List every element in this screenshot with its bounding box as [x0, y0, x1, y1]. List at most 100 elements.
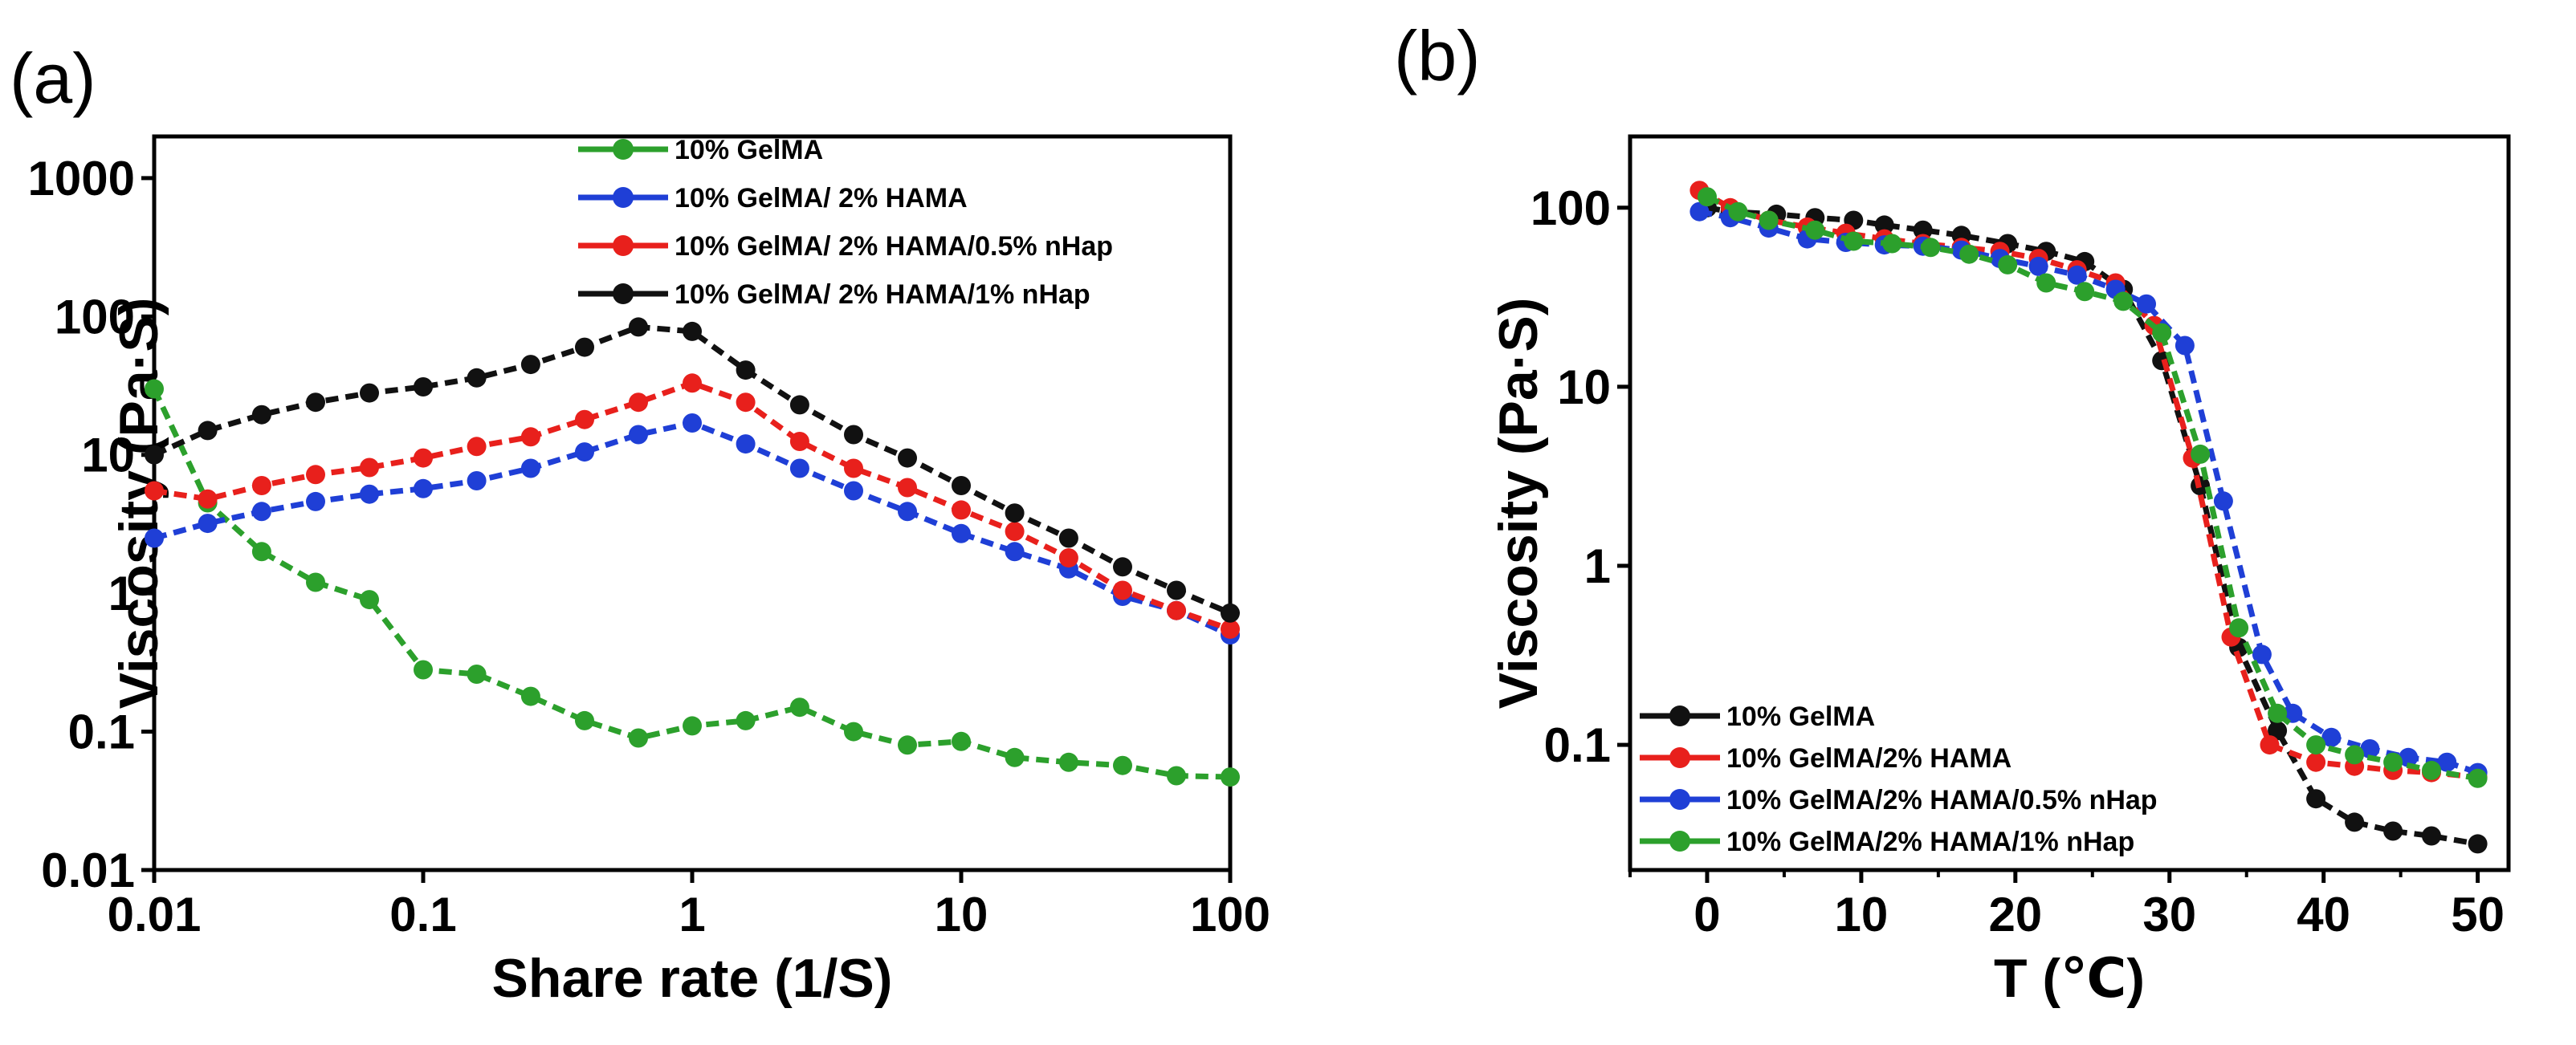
data-point [2036, 273, 2056, 293]
x-tick-label: 0 [1694, 888, 1720, 941]
data-point [1759, 210, 1779, 230]
data-point [2175, 335, 2195, 356]
y-tick-label: 10 [1557, 360, 1611, 414]
data-point [1167, 600, 1186, 620]
legend-marker [1669, 705, 1690, 726]
x-tick-label: 10 [1835, 888, 1889, 941]
data-point [789, 432, 809, 451]
data-point [2213, 491, 2233, 511]
data-point [1113, 580, 1132, 600]
data-point [1058, 528, 1078, 548]
data-point [629, 728, 648, 748]
panel-a-chart: 0.01 0.1 1 10 100 0.01 0.1 1 10 100 1000 Share rate… [28, 134, 1270, 1009]
data-point [736, 434, 756, 454]
data-point [952, 500, 971, 520]
legend-label: 10% GelMA/ 2% HAMA [675, 183, 968, 213]
legend-label: 10% GelMA [1726, 701, 1875, 732]
data-point [1058, 548, 1078, 568]
y-tick-label: 1000 [28, 152, 135, 205]
data-point [898, 502, 917, 522]
data-point [844, 481, 863, 501]
data-point [1728, 201, 1748, 222]
data-point [2399, 747, 2419, 767]
data-point [306, 572, 325, 592]
data-point [251, 542, 271, 562]
data-point [898, 448, 917, 468]
data-point [414, 448, 433, 468]
legend-label: 10% GelMA/2% HAMA/1% nHap [1726, 827, 2134, 857]
data-point [789, 458, 809, 478]
data-point [2268, 721, 2288, 741]
data-point [789, 697, 809, 718]
data-point [2260, 735, 2280, 755]
data-point [414, 660, 433, 680]
y-tick-label: 100 [1531, 181, 1611, 235]
data-point [1005, 522, 1025, 542]
data-point [2283, 703, 2303, 723]
y-tick-label: 0.01 [41, 844, 135, 897]
data-point [575, 442, 594, 462]
legend-marker [613, 283, 634, 304]
data-point [1058, 752, 1078, 772]
data-point [683, 413, 702, 433]
data-point [2468, 834, 2488, 854]
data-point [952, 476, 971, 495]
legend-marker [1669, 747, 1690, 768]
data-point [467, 471, 487, 490]
data-point [2252, 644, 2272, 665]
data-point [844, 425, 863, 445]
data-point [1921, 238, 1941, 258]
data-point [1874, 215, 1894, 235]
legend-label: 10% GelMA/2% HAMA [1726, 743, 2011, 774]
y-axis-title: Viscosity (Pa·S) [108, 298, 169, 710]
data-point [467, 368, 487, 388]
data-point [306, 392, 325, 413]
data-point [2437, 752, 2457, 772]
data-point [575, 337, 594, 357]
data-point [198, 421, 218, 441]
legend-label: 10% GelMA/ 2% HAMA/0.5% nHap [675, 231, 1113, 262]
data-point [2152, 323, 2172, 343]
data-point [683, 321, 702, 341]
data-point [2321, 727, 2342, 747]
series-line [153, 323, 1232, 616]
data-point [844, 722, 863, 742]
data-point [251, 502, 271, 522]
x-tick-label: 0.01 [108, 888, 202, 941]
y-tick-label: 100 [55, 290, 135, 344]
data-point [2383, 821, 2403, 841]
data-point [1913, 220, 1933, 240]
data-point [1844, 231, 1864, 251]
data-point [1689, 201, 1710, 222]
data-point [1167, 766, 1186, 786]
x-tick-label: 40 [2297, 888, 2350, 941]
data-point [683, 373, 702, 393]
data-point [520, 686, 540, 706]
x-tick-label: 30 [2142, 888, 2196, 941]
data-point [1005, 747, 1025, 767]
data-point [467, 437, 487, 457]
data-point [2191, 444, 2211, 464]
y-axis-title: Viscosity (Pa·S) [1488, 298, 1549, 710]
data-point [2306, 735, 2326, 755]
legend-marker [613, 235, 634, 256]
data-point [789, 395, 809, 415]
data-point [2137, 294, 2156, 314]
data-point [629, 392, 648, 413]
data-point [736, 392, 756, 413]
data-point [2422, 826, 2441, 846]
data-point [629, 425, 648, 445]
data-point [1221, 603, 1240, 623]
data-point [306, 465, 325, 485]
data-point [360, 590, 379, 610]
legend-marker [1669, 789, 1690, 810]
data-point [1005, 542, 1025, 562]
y-tick-label: 1 [1584, 539, 1611, 593]
data-point [1998, 254, 2018, 274]
data-point [198, 489, 218, 509]
plot-frame [1628, 134, 2511, 872]
data-point [2229, 618, 2249, 638]
panel-b-chart: 0 10 20 30 40 50 0.1 1 10 100 T (℃) Viscosity (Pa·S… [1488, 134, 2511, 1009]
data-point [2028, 256, 2048, 276]
